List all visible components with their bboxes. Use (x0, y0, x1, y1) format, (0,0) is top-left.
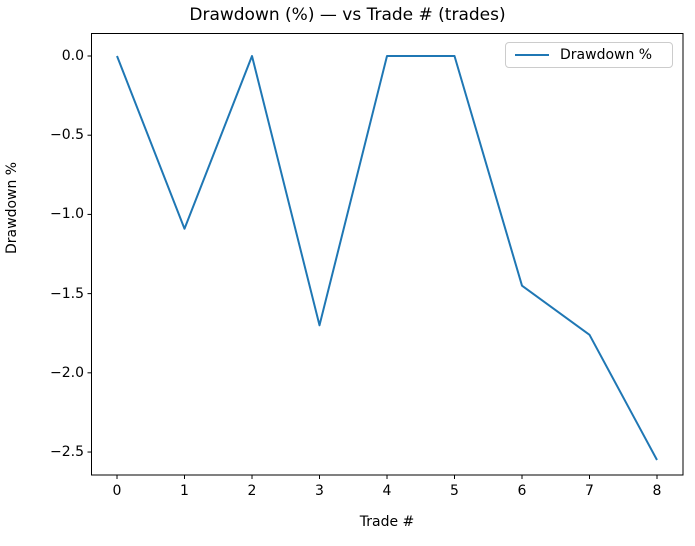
x-tick-label: 7 (585, 483, 594, 499)
y-axis-label: Drawdown % (4, 161, 20, 254)
y-axis-ticks (87, 55, 92, 453)
x-tick-label: 0 (112, 483, 122, 499)
x-axis-ticks (116, 475, 658, 479)
y-tick-label: −1.5 (50, 285, 84, 302)
x-tick-label: 4 (382, 483, 392, 499)
legend-entry-label: Drawdown % (560, 47, 653, 63)
x-axis-label: Trade # (359, 514, 415, 530)
x-tick-label: 8 (652, 483, 662, 499)
y-tick-label: −2.5 (50, 444, 84, 461)
x-tick-label: 3 (315, 483, 324, 499)
x-tick-label: 5 (450, 483, 459, 499)
x-tick-label: 1 (180, 483, 189, 499)
y-tick-label: −0.5 (50, 127, 84, 144)
y-tick-label: 0.0 (61, 47, 84, 64)
legend-line-sample-icon (515, 54, 549, 56)
y-tick-label: −2.0 (50, 364, 84, 381)
y-tick-label: −1.0 (50, 206, 84, 223)
drawdown-line-series (116, 55, 658, 461)
plot-area-frame (91, 33, 684, 476)
chart-title: Drawdown (%) — vs Trade # (trades) (189, 5, 506, 25)
x-tick-label: 6 (517, 483, 527, 499)
legend: Drawdown % (505, 42, 673, 68)
x-tick-label: 2 (247, 483, 257, 499)
